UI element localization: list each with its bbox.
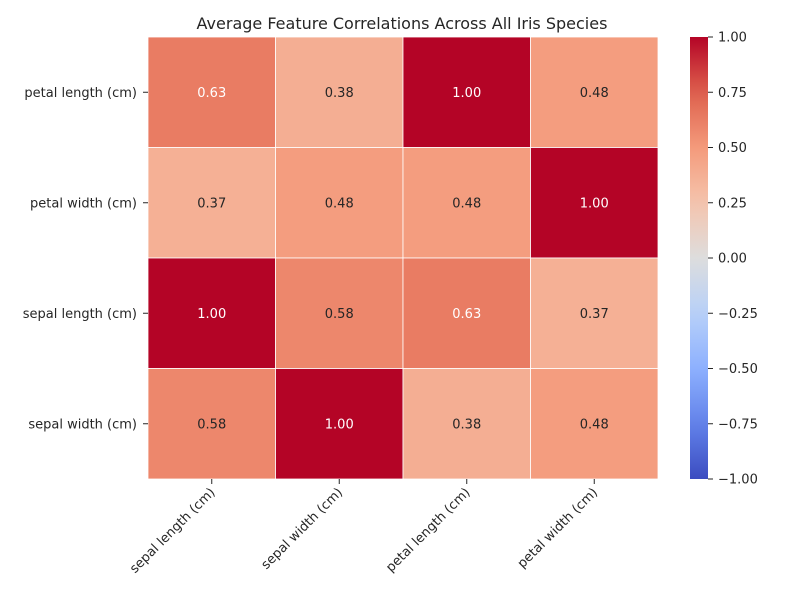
cell-value-label: 0.63 xyxy=(197,86,226,101)
cell-value-label: 0.48 xyxy=(325,196,354,211)
heatmap-cell-r0-c1 xyxy=(275,36,404,148)
colorbar-tick-label: 1.00 xyxy=(718,31,747,46)
cell-value-label: 0.37 xyxy=(580,307,609,322)
x-axis: sepal length (cm) sepal width (cm) petal l… xyxy=(127,479,601,577)
heatmap-cell-r1-c0 xyxy=(147,147,276,259)
colorbar-tick-label: −0.50 xyxy=(718,362,758,377)
x-tick-label: sepal length (cm) xyxy=(127,485,218,576)
heatmap-cell-r0-c2 xyxy=(402,36,531,148)
cell-value-label: 0.38 xyxy=(452,417,481,432)
colorbar: 1.00 0.75 0.50 0.25 0.00 −0.25 −0.50 −0.75 −1.00 xyxy=(690,31,758,488)
cell-value-label: 1.00 xyxy=(325,417,354,432)
cell-value-label: 0.48 xyxy=(580,417,609,432)
cell-value-label: 0.58 xyxy=(197,417,226,432)
colorbar-tick-label: 0.75 xyxy=(718,86,747,101)
cell-value-label: 0.37 xyxy=(197,196,226,211)
heatmap-cell-r0-c3 xyxy=(530,36,659,148)
colorbar-gradient xyxy=(690,37,708,479)
heatmap-cell-r2-c1 xyxy=(275,257,404,369)
y-tick-label: sepal length (cm) xyxy=(23,307,137,322)
cell-value-label: 1.00 xyxy=(580,196,609,211)
heatmap-cell-r1-c3 xyxy=(530,147,659,259)
cell-value-label: 0.48 xyxy=(452,196,481,211)
y-tick-label: sepal width (cm) xyxy=(28,417,137,432)
y-axis: petal length (cm) petal width (cm) sepal l… xyxy=(23,86,148,432)
heatmap-cell-r3-c2 xyxy=(402,368,531,480)
colorbar-tick-label: −0.25 xyxy=(718,307,758,322)
heatmap-cell-r0-c0 xyxy=(147,36,276,148)
y-tick-label: petal length (cm) xyxy=(24,86,137,101)
heatmap-cell-r3-c1 xyxy=(275,368,404,480)
y-tick-label: petal width (cm) xyxy=(30,196,137,211)
x-tick-label: petal width (cm) xyxy=(515,485,601,571)
cell-value-label: 1.00 xyxy=(197,307,226,322)
heatmap-cell-r3-c0 xyxy=(147,368,276,480)
colorbar-tick-label: 0.00 xyxy=(718,252,747,267)
x-tick-label: petal length (cm) xyxy=(383,485,473,575)
colorbar-tick-label: −1.00 xyxy=(718,473,758,488)
colorbar-tick-label: 0.50 xyxy=(718,141,747,156)
heatmap-cell-r2-c3 xyxy=(530,257,659,369)
colorbar-tick-label: 0.25 xyxy=(718,196,747,211)
colorbar-tick-label: −0.75 xyxy=(718,417,758,432)
heatmap-cell-r3-c3 xyxy=(530,368,659,480)
heatmap-cell-labels: 0.63 0.38 1.00 0.48 0.37 0.48 0.48 1.00 1.00 0.58… xyxy=(197,86,608,433)
x-tick-label: sepal width (cm) xyxy=(259,485,346,572)
chart-title: Average Feature Correlations Across All … xyxy=(197,14,608,33)
cell-value-label: 0.58 xyxy=(325,307,354,322)
heatmap-cell-r1-c1 xyxy=(275,147,404,259)
heatmap-cell-r1-c2 xyxy=(402,147,531,259)
heatmap-cells xyxy=(147,36,659,480)
cell-value-label: 0.48 xyxy=(580,86,609,101)
cell-value-label: 1.00 xyxy=(452,86,481,101)
cell-value-label: 0.63 xyxy=(452,307,481,322)
cell-value-label: 0.38 xyxy=(325,86,354,101)
